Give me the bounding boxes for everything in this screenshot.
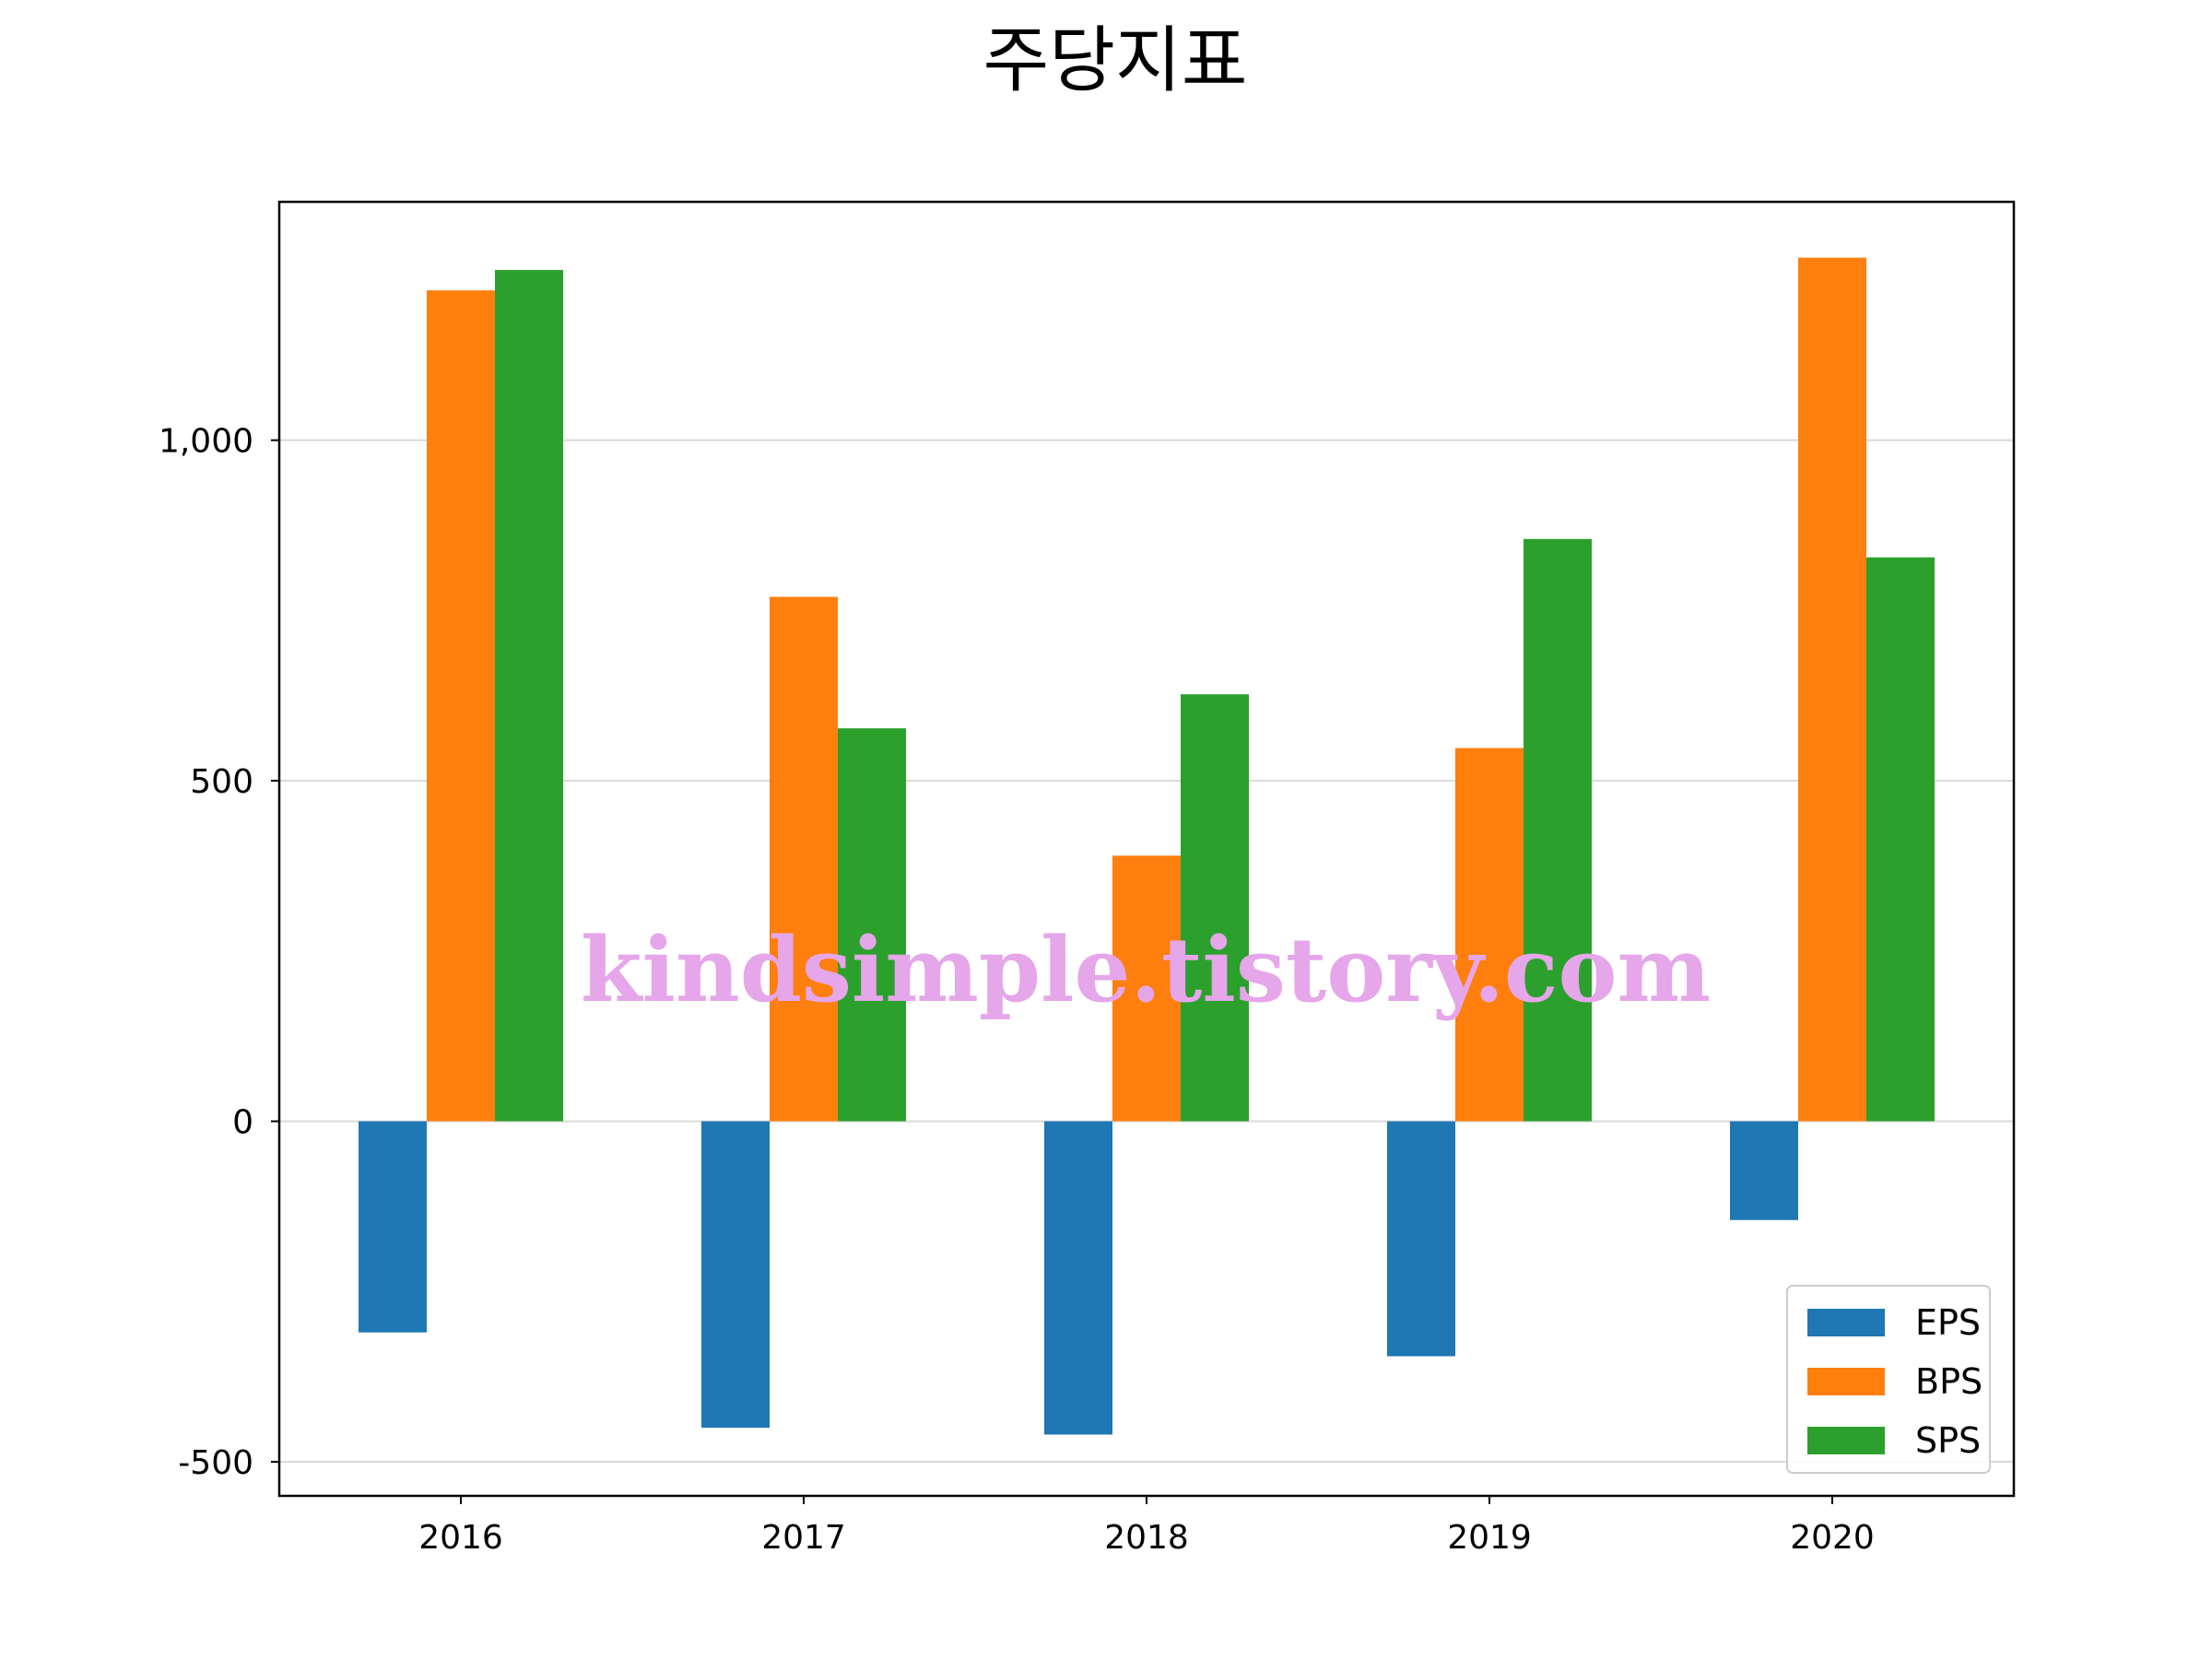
bar-eps-2019 [1387,1121,1455,1357]
x-tick-label: 2018 [1104,1519,1189,1557]
bar-bps-2016 [427,290,495,1122]
bar-bps-2020 [1798,257,1866,1122]
chart-title: 주당지표 [982,19,1247,102]
bar-bps-2017 [770,596,838,1122]
bar-sps-2017 [838,728,906,1122]
legend-label-eps: EPS [1915,1302,1981,1343]
bar-sps-2019 [1524,538,1592,1122]
y-tick-label: 0 [232,1104,253,1142]
x-tick-label: 2016 [418,1519,503,1557]
legend-swatch-eps [1807,1309,1885,1336]
bar-eps-2017 [701,1121,770,1429]
bar-eps-2020 [1730,1121,1798,1220]
legend-label-sps: SPS [1915,1420,1981,1461]
x-tick-label: 2020 [1790,1519,1875,1557]
legend-swatch-bps [1807,1368,1885,1395]
bar-eps-2016 [359,1121,427,1333]
legend: EPS BPS SPS [1786,1285,1991,1474]
watermark: kindsimple.tistory.com [581,918,1711,1022]
legend-label-bps: BPS [1915,1361,1983,1402]
bar-sps-2018 [1181,694,1249,1122]
grid-lines [279,439,2014,1464]
x-tick-label: 2019 [1447,1519,1532,1557]
bar-sps-2016 [495,269,563,1122]
y-tick-label: 500 [190,763,253,801]
y-tick-label: 1,000 [159,423,253,461]
bars [359,257,1935,1435]
bar-bps-2018 [1112,855,1181,1122]
bar-sps-2020 [1866,557,1935,1122]
y-axis: -500 0 500 1,000 [159,423,279,1482]
x-axis: 2016 2017 2018 2019 2020 [418,1496,1875,1557]
y-tick-label: -500 [178,1444,253,1482]
bar-eps-2018 [1044,1121,1112,1435]
bar-bps-2019 [1455,747,1524,1122]
legend-swatch-sps [1807,1427,1885,1454]
x-tick-label: 2017 [761,1519,846,1557]
